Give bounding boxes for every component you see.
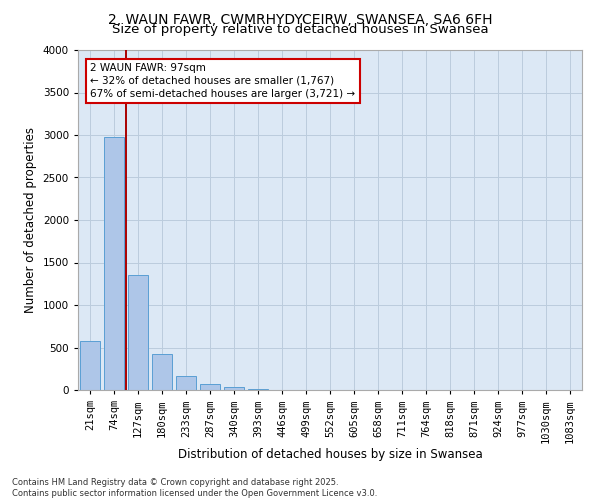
Text: Contains HM Land Registry data © Crown copyright and database right 2025.
Contai: Contains HM Land Registry data © Crown c… [12,478,377,498]
Bar [176,376,196,390]
Bar [152,354,172,390]
Text: 2 WAUN FAWR: 97sqm
← 32% of detached houses are smaller (1,767)
67% of semi-deta: 2 WAUN FAWR: 97sqm ← 32% of detached hou… [91,62,356,99]
Bar [248,389,268,390]
Bar [200,384,220,390]
Bar [128,275,148,390]
Bar [104,136,124,390]
X-axis label: Distribution of detached houses by size in Swansea: Distribution of detached houses by size … [178,448,482,462]
Text: 2, WAUN FAWR, CWMRHYDYCEIRW, SWANSEA, SA6 6FH: 2, WAUN FAWR, CWMRHYDYCEIRW, SWANSEA, SA… [108,12,492,26]
Y-axis label: Number of detached properties: Number of detached properties [24,127,37,313]
Bar [80,340,100,390]
Text: Size of property relative to detached houses in Swansea: Size of property relative to detached ho… [112,22,488,36]
Bar [224,386,244,390]
